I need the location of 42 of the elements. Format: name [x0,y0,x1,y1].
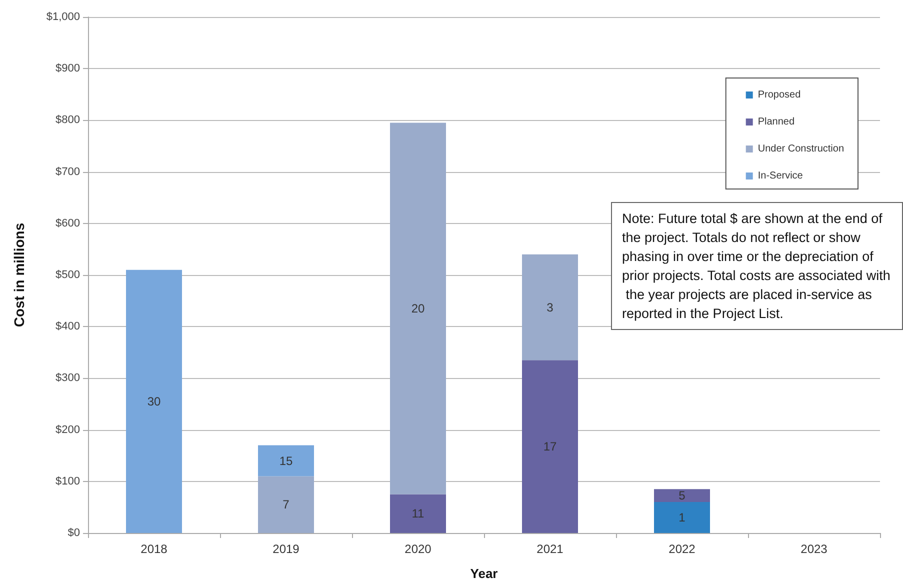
annotation: 15 [279,454,293,468]
y-tick-label: $700 [56,166,80,178]
bar [258,445,314,476]
y-tick-label: $300 [56,372,80,384]
bar [390,494,446,533]
x-tick-label: 2021 [536,542,564,556]
bar [522,360,578,533]
y-axis-title: Cost in millions [11,222,27,328]
bar [522,254,578,360]
legend-label: In-Service [758,170,804,182]
bar [258,476,314,533]
annotation: 11 [412,506,425,521]
bar [654,489,710,502]
y-tick-label: $0 [68,527,80,539]
y-tick-label: $400 [56,320,80,333]
x-tick-label: 2023 [800,542,828,556]
legend-label: Proposed [758,90,801,100]
x-tick-label: 2019 [272,542,300,556]
y-tick-label: $200 [56,424,80,436]
x-axis-title: Year [470,566,498,581]
x-tick-label: 2022 [668,542,696,556]
annotation: 30 [147,394,161,408]
annotation: 17 [543,440,557,454]
annotation: 7 [282,498,290,512]
legend-label: Under Construction [758,144,844,154]
x-tick-label: 2018 [140,542,168,556]
annotation: 3 [546,300,554,314]
annotation: 20 [411,302,425,316]
legend-label: Planned [758,116,795,128]
y-tick-label: $800 [56,114,80,126]
bar [126,270,182,533]
bar [390,122,446,494]
y-tick-label: $1,000 [46,11,80,23]
annotation: Note: Future total $ are shown at the end of the project. Totals do not reflect or show phasing in over time or the depreciation of prior projects. Total costs are associated with the year projects are placed in-service as reported in the Project List. [622,211,890,321]
y-tick-label: $500 [56,269,80,281]
y-tick-label: $100 [56,475,80,488]
bar [654,502,710,533]
x-tick-label: 2020 [404,542,432,556]
annotation: 1 [678,510,686,525]
y-tick-label: $900 [56,62,80,75]
y-tick-label: $600 [56,217,80,230]
annotation: 5 [678,488,686,503]
